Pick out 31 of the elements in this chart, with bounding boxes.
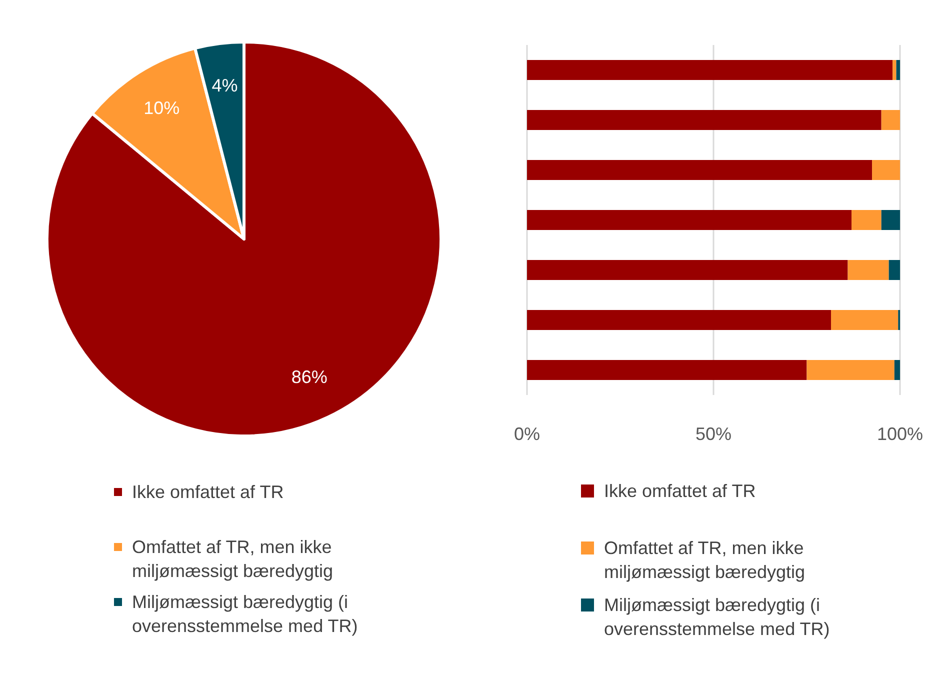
data-label: 86% [291,366,328,387]
bar [872,160,900,180]
bar [527,60,893,80]
data-label: 4% [212,75,238,96]
bar [527,210,852,230]
x-tick-label: 50% [695,424,732,444]
bar [888,260,900,280]
bar [527,360,807,380]
x-tick-label: 0% [514,424,540,444]
data-label: 10% [144,98,180,118]
bar [848,260,889,280]
bar [527,110,882,130]
legend-label: Ikke omfattet af TR [604,481,756,501]
bar [527,160,872,180]
bar [881,210,900,230]
bar [527,310,831,330]
pie-slice [46,40,442,438]
legend-label: Miljømæssigt bæredygtig (i overensstemmelse med TR) [604,595,830,639]
legend-label: Omfattet af TR, men ikke miljømæssigt bæredygtig [132,537,334,581]
bar [527,260,848,280]
legend-label: Miljømæssigt bæredygtig (i overensstemmelse med TR) [132,592,358,636]
bar [892,60,896,80]
bar [806,360,894,380]
bar [852,210,882,230]
bar [881,110,900,130]
x-tick-label: 100% [876,424,924,444]
bar [896,60,900,80]
bar [894,360,900,380]
legend-label: Omfattet af TR, men ikke miljømæssigt bæredygtig [604,538,806,582]
legend-label: Ikke omfattet af TR [132,482,284,502]
bar [830,310,898,330]
